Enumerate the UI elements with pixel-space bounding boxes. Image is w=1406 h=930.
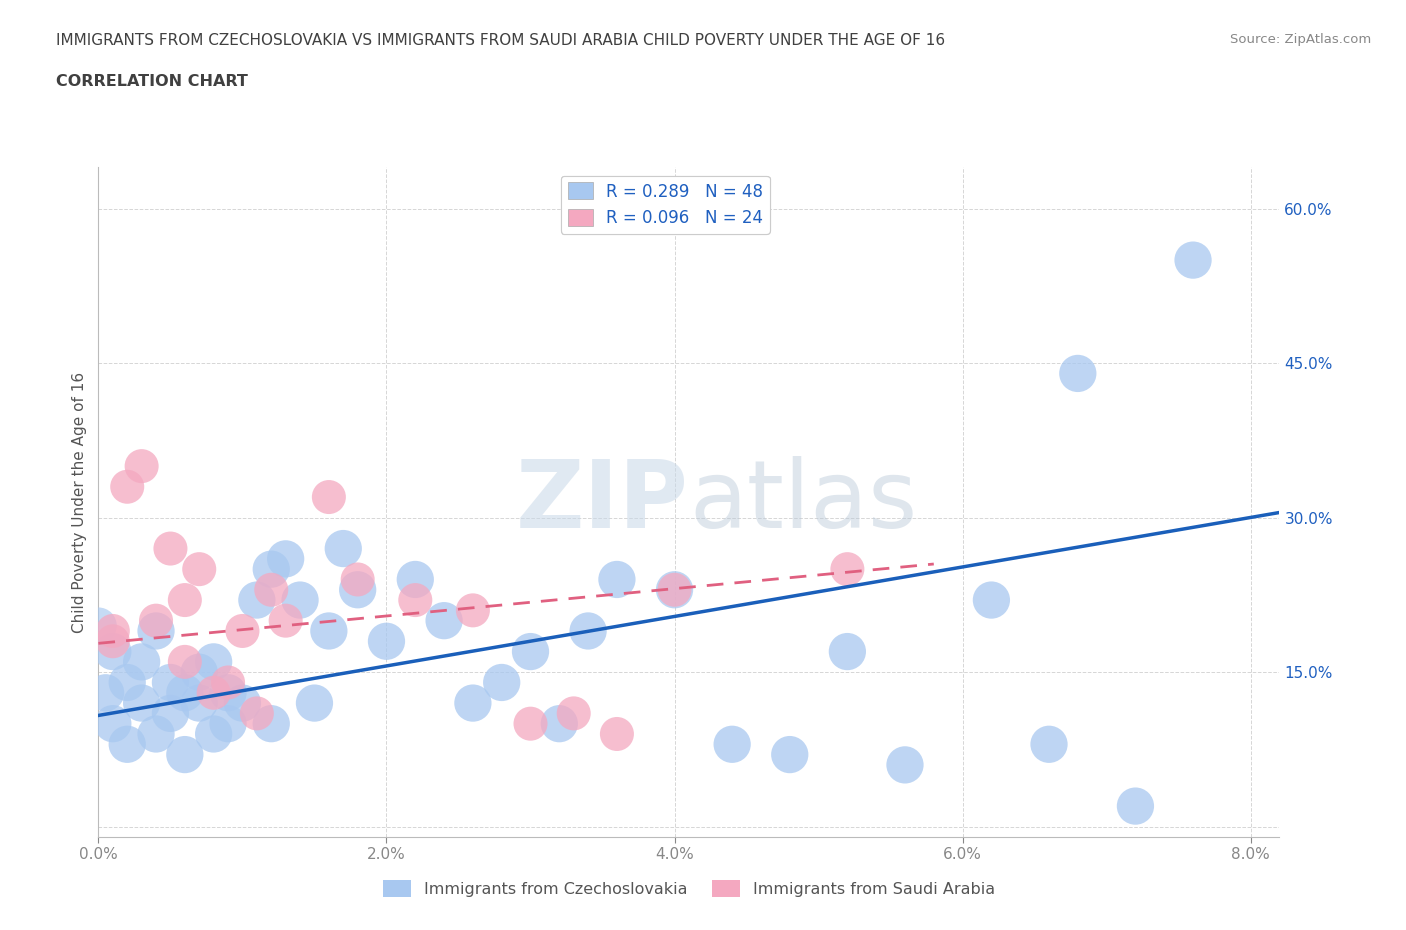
Point — [115, 675, 138, 690]
Point — [664, 582, 686, 597]
Point — [115, 479, 138, 494]
Text: atlas: atlas — [689, 457, 917, 548]
Point — [101, 634, 124, 649]
Point — [159, 541, 181, 556]
Point — [131, 458, 153, 473]
Point — [260, 562, 283, 577]
Point — [231, 623, 253, 638]
Text: ZIP: ZIP — [516, 457, 689, 548]
Point — [519, 716, 541, 731]
Point — [304, 696, 326, 711]
Point — [274, 551, 297, 566]
Point — [375, 634, 398, 649]
Point — [461, 696, 484, 711]
Point — [433, 613, 456, 628]
Point — [606, 726, 628, 741]
Point — [87, 618, 110, 633]
Point — [562, 706, 585, 721]
Point — [131, 696, 153, 711]
Point — [145, 623, 167, 638]
Point — [980, 592, 1002, 607]
Point — [779, 747, 801, 762]
Point — [101, 644, 124, 659]
Point — [1182, 253, 1205, 268]
Point — [332, 541, 354, 556]
Text: IMMIGRANTS FROM CZECHOSLOVAKIA VS IMMIGRANTS FROM SAUDI ARABIA CHILD POVERTY UND: IMMIGRANTS FROM CZECHOSLOVAKIA VS IMMIGR… — [56, 33, 945, 47]
Point — [548, 716, 571, 731]
Point — [1125, 799, 1147, 814]
Point — [131, 655, 153, 670]
Point — [491, 675, 513, 690]
Point — [260, 716, 283, 731]
Point — [173, 655, 195, 670]
Point — [173, 747, 195, 762]
Point — [246, 592, 269, 607]
Point — [274, 613, 297, 628]
Point — [173, 592, 195, 607]
Point — [318, 489, 340, 504]
Point — [159, 675, 181, 690]
Point — [894, 757, 917, 772]
Legend: Immigrants from Czechoslovakia, Immigrants from Saudi Arabia: Immigrants from Czechoslovakia, Immigran… — [377, 874, 1001, 903]
Point — [202, 685, 225, 700]
Point — [188, 696, 211, 711]
Point — [173, 685, 195, 700]
Point — [188, 665, 211, 680]
Point — [318, 623, 340, 638]
Point — [519, 644, 541, 659]
Point — [260, 582, 283, 597]
Text: CORRELATION CHART: CORRELATION CHART — [56, 74, 247, 89]
Point — [664, 582, 686, 597]
Point — [159, 706, 181, 721]
Point — [606, 572, 628, 587]
Y-axis label: Child Poverty Under the Age of 16: Child Poverty Under the Age of 16 — [72, 372, 87, 632]
Point — [721, 737, 744, 751]
Point — [404, 572, 426, 587]
Point — [246, 706, 269, 721]
Point — [404, 592, 426, 607]
Point — [837, 562, 859, 577]
Point — [202, 726, 225, 741]
Point — [101, 623, 124, 638]
Point — [288, 592, 311, 607]
Point — [346, 582, 368, 597]
Point — [837, 644, 859, 659]
Point — [217, 675, 239, 690]
Point — [576, 623, 599, 638]
Point — [217, 716, 239, 731]
Point — [1038, 737, 1060, 751]
Point — [101, 716, 124, 731]
Point — [188, 562, 211, 577]
Point — [231, 696, 253, 711]
Point — [1067, 366, 1090, 381]
Point — [217, 685, 239, 700]
Point — [346, 572, 368, 587]
Point — [94, 685, 117, 700]
Point — [145, 613, 167, 628]
Point — [115, 737, 138, 751]
Point — [145, 726, 167, 741]
Text: Source: ZipAtlas.com: Source: ZipAtlas.com — [1230, 33, 1371, 46]
Legend: R = 0.289   N = 48, R = 0.096   N = 24: R = 0.289 N = 48, R = 0.096 N = 24 — [561, 176, 769, 233]
Point — [202, 655, 225, 670]
Point — [461, 603, 484, 618]
